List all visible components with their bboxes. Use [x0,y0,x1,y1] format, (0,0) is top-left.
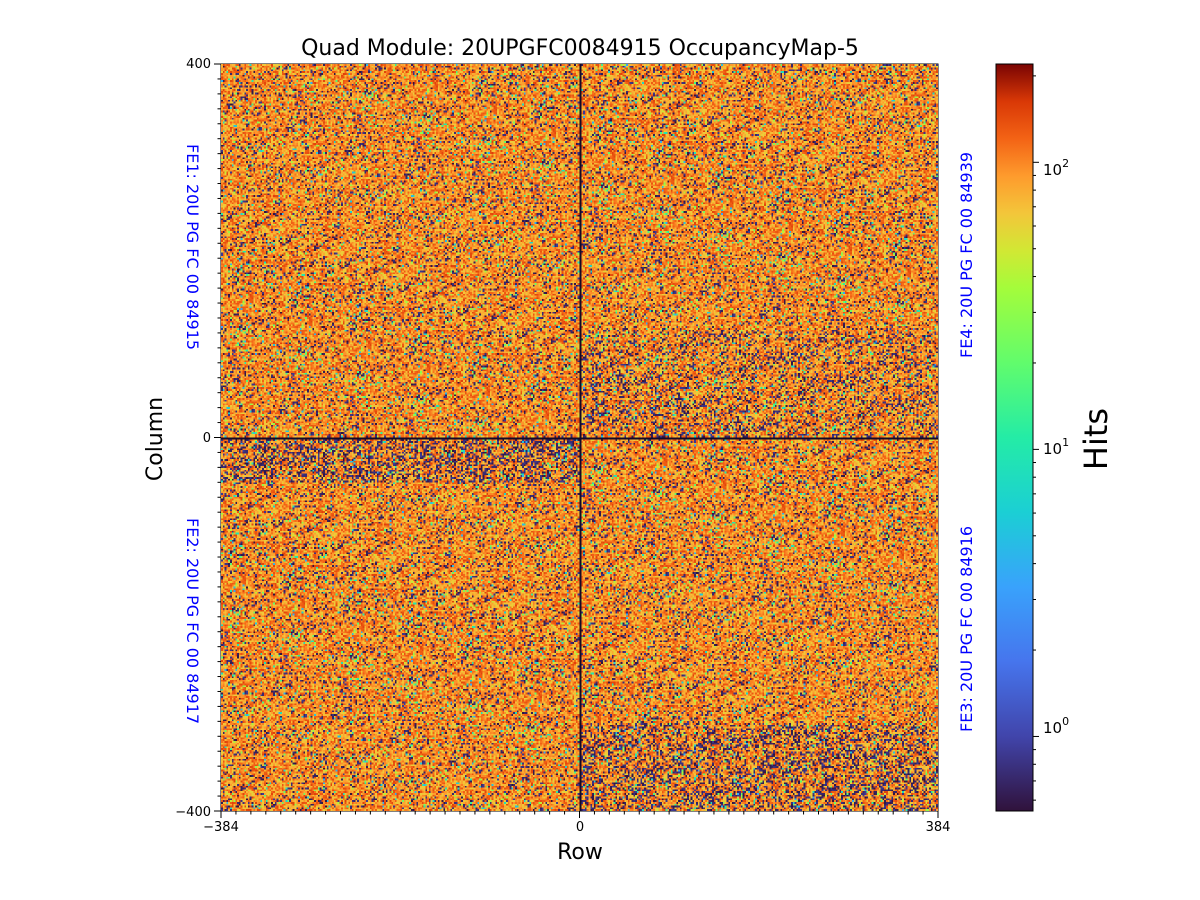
x-tick-label-zero: 0 [576,820,584,835]
cb100-base: 10 [1043,161,1062,179]
y-axis-label: Column [143,397,168,481]
y-tick-label-max: 400 [186,57,211,72]
x-tick-label-max: 384 [926,820,951,835]
y-tick-label-min: −400 [175,805,211,820]
x-axis-label: Row [557,840,603,865]
colorbar-tick-label-100: 102 [1043,157,1069,179]
cb1-base: 10 [1043,719,1062,737]
y-tick-label-zero: 0 [203,431,211,446]
cb10-exp: 1 [1062,436,1069,449]
cb10-base: 10 [1043,440,1062,458]
occupancy-heatmap [221,64,938,811]
fe2-label: FE2: 20U PG FC 00 84917 [183,518,202,724]
colorbar-ticks [1033,75,1039,801]
x-tick-label-min: −384 [203,820,239,835]
chart-title: Quad Module: 20UPGFC0084915 OccupancyMap… [301,36,859,61]
cb1-exp: 0 [1062,715,1069,728]
fe4-label: FE4: 20U PG FC 00 84939 [957,152,976,358]
fe1-label: FE1: 20U PG FC 00 84915 [183,144,202,350]
colorbar [995,63,1034,812]
colorbar-tick-label-1: 100 [1043,715,1069,737]
axis-ticks [214,63,939,818]
fe3-label: FE3: 20U PG FC 00 84916 [957,526,976,732]
colorbar-label: Hits [1077,408,1115,470]
colorbar-tick-label-10: 101 [1043,436,1069,458]
cb100-exp: 2 [1062,157,1069,170]
